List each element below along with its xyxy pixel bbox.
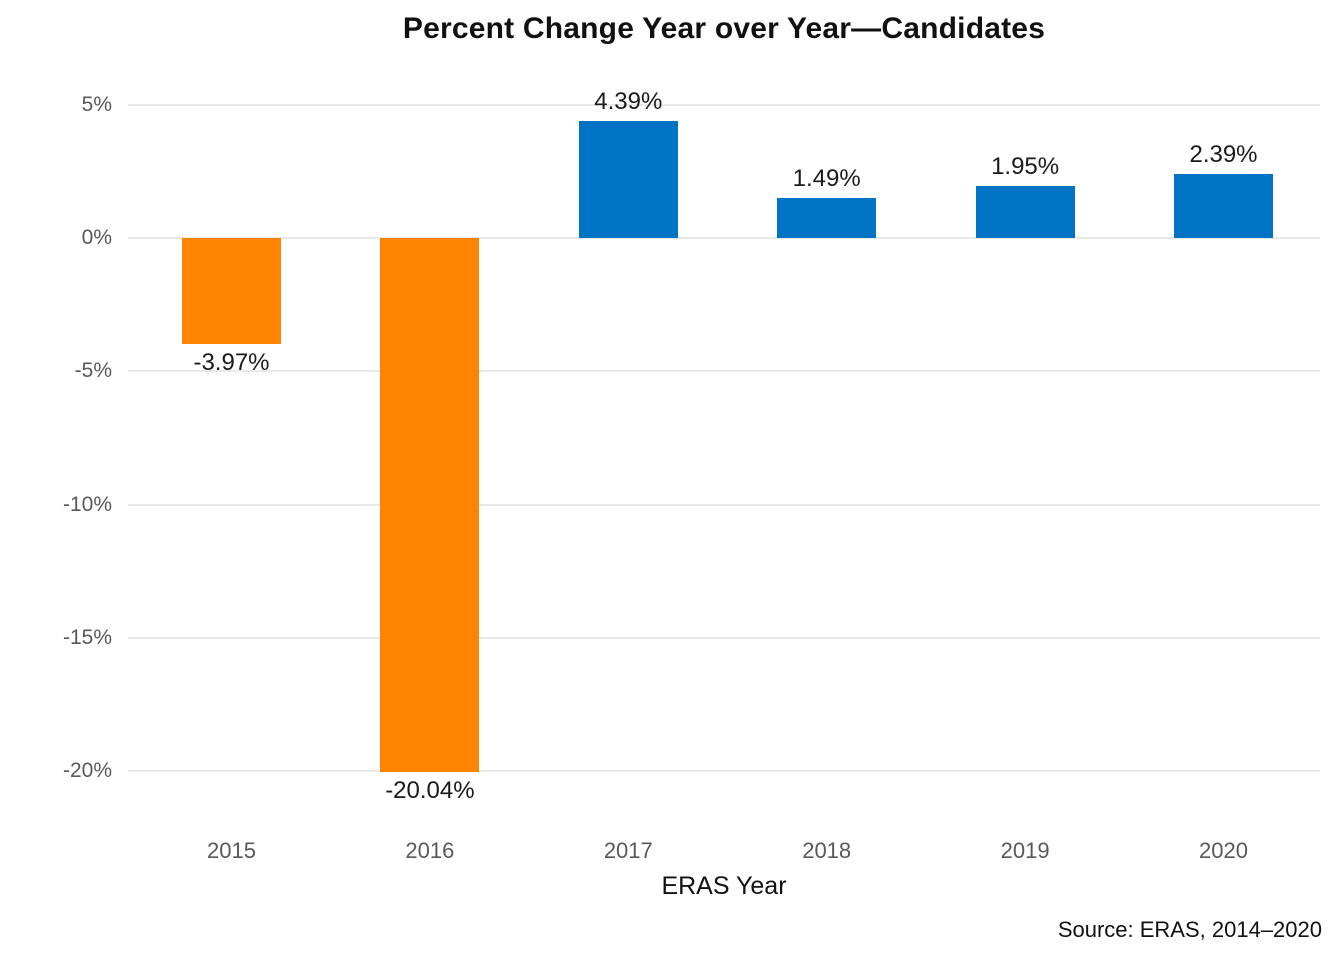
y-axis-tick-label: 5%: [81, 92, 112, 116]
gridline: [128, 237, 1320, 239]
bar-2018: [777, 198, 877, 238]
x-axis-tick-label: 2020: [1199, 838, 1248, 863]
source-note: Source: ERAS, 2014–2020: [1057, 917, 1322, 942]
gridline: [128, 103, 1320, 106]
chart-title: Percent Change Year over Year—Candidates: [402, 12, 1046, 45]
y-axis-tick-label: -15%: [62, 626, 112, 650]
x-axis-tick-label: 2016: [405, 838, 455, 863]
bar-2015: [182, 238, 281, 344]
gridline: [128, 637, 1320, 640]
gridline: [128, 370, 1320, 373]
y-axis-tick-label: 0%: [81, 226, 112, 249]
y-axis-tick-label: -5%: [74, 359, 112, 383]
bar-data-label: 1.95%: [991, 152, 1060, 180]
bar-2019: [975, 185, 1075, 238]
bar-data-label: -3.97%: [193, 348, 270, 376]
bar-2017: [578, 120, 678, 238]
bar-data-label: 4.39%: [594, 87, 663, 115]
y-axis-tick-label: -20%: [62, 759, 112, 783]
x-axis-tick-label: 2015: [207, 838, 256, 863]
x-axis-tick-label: 2019: [1000, 838, 1050, 863]
bar-2016: [380, 238, 480, 773]
x-axis-tick-label: 2018: [802, 838, 852, 863]
bar-data-label: 2.39%: [1189, 141, 1258, 169]
bar-2020: [1174, 174, 1273, 238]
x-axis-title: ERAS Year: [661, 872, 787, 900]
gridline: [128, 503, 1320, 506]
bar-data-label: -20.04%: [385, 777, 475, 805]
x-axis-tick-label: 2017: [603, 838, 653, 863]
y-axis-tick-label: -10%: [62, 492, 112, 516]
bar-data-label: 1.49%: [792, 165, 861, 193]
gridline: [128, 770, 1320, 773]
